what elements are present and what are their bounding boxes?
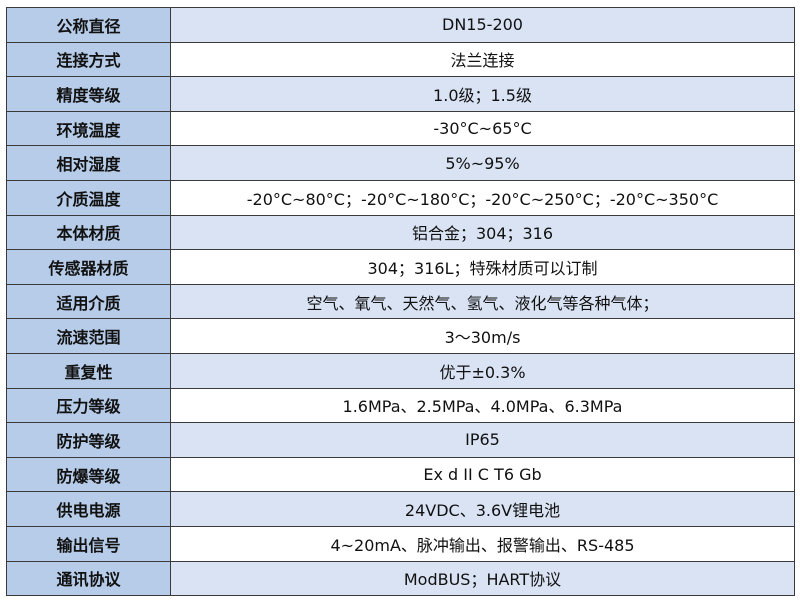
spec-label: 本体材质 xyxy=(6,214,171,251)
spec-value: 4~20mA、脉冲输出、报警输出、RS-485 xyxy=(170,525,795,562)
spec-value: IP65 xyxy=(170,422,795,458)
table-row: 流速范围 3～30m/s xyxy=(6,318,795,354)
spec-value: 1.0级；1.5级 xyxy=(170,76,795,112)
table-row: 压力等级 1.6MPa、2.5MPa、4.0MPa、6.3MPa xyxy=(6,387,795,424)
spec-value: ModBUS；HART协议 xyxy=(170,560,795,597)
table-row: 通讯协议 ModBUS；HART协议 xyxy=(6,560,795,597)
spec-label: 精度等级 xyxy=(6,76,171,112)
spec-value: 304；316L；特殊材质可以订制 xyxy=(170,249,795,285)
spec-label: 重复性 xyxy=(6,352,171,389)
table-row: 本体材质 铝合金；304；316 xyxy=(6,214,795,251)
spec-label: 防爆等级 xyxy=(6,456,171,493)
spec-table: 公称直径 DN15-200 连接方式 法兰连接 精度等级 1.0级；1.5级 环境温度 -30… xyxy=(6,7,795,597)
spec-value: 优于±0.3% xyxy=(170,352,795,389)
table-row: 防爆等级 Ex d II C T6 Gb xyxy=(6,456,795,493)
spec-label: 公称直径 xyxy=(6,7,171,43)
table-row: 传感器材质 304；316L；特殊材质可以订制 xyxy=(6,249,795,285)
spec-value: 5%~95% xyxy=(170,145,795,181)
spec-label: 供电电源 xyxy=(6,491,171,527)
spec-label: 通讯协议 xyxy=(6,560,171,597)
table-row: 相对湿度 5%~95% xyxy=(6,145,795,181)
spec-value: 法兰连接 xyxy=(170,41,795,78)
spec-value: Ex d II C T6 Gb xyxy=(170,456,795,493)
table-row: 重复性 优于±0.3% xyxy=(6,352,795,389)
spec-value: 铝合金；304；316 xyxy=(170,214,795,251)
spec-value: -20°C~80°C；-20°C~180°C；-20°C~250°C；-20°C… xyxy=(170,179,795,216)
spec-value: DN15-200 xyxy=(170,7,795,43)
spec-label: 压力等级 xyxy=(6,387,171,424)
spec-label: 流速范围 xyxy=(6,318,171,354)
table-row: 输出信号 4~20mA、脉冲输出、报警输出、RS-485 xyxy=(6,525,795,562)
table-row: 供电电源 24VDC、3.6V锂电池 xyxy=(6,491,795,527)
table-row: 介质温度 -20°C~80°C；-20°C~180°C；-20°C~250°C；-… xyxy=(6,179,795,216)
spec-value: 1.6MPa、2.5MPa、4.0MPa、6.3MPa xyxy=(170,387,795,424)
table-row: 适用介质 空气、氧气、天然气、氢气、液化气等各种气体； xyxy=(6,283,795,320)
spec-value: -30°C~65°C xyxy=(170,110,795,147)
table-row: 公称直径 DN15-200 xyxy=(6,7,795,43)
spec-value: 24VDC、3.6V锂电池 xyxy=(170,491,795,527)
spec-label: 相对湿度 xyxy=(6,145,171,181)
spec-label: 环境温度 xyxy=(6,110,171,147)
spec-label: 防护等级 xyxy=(6,422,171,458)
spec-value: 3～30m/s xyxy=(170,318,795,354)
spec-label: 输出信号 xyxy=(6,525,171,562)
table-row: 防护等级 IP65 xyxy=(6,422,795,458)
spec-label: 介质温度 xyxy=(6,179,171,216)
spec-label: 适用介质 xyxy=(6,283,171,320)
table-row: 连接方式 法兰连接 xyxy=(6,41,795,78)
spec-value: 空气、氧气、天然气、氢气、液化气等各种气体； xyxy=(170,283,795,320)
spec-label: 连接方式 xyxy=(6,41,171,78)
spec-label: 传感器材质 xyxy=(6,249,171,285)
table-row: 精度等级 1.0级；1.5级 xyxy=(6,76,795,112)
table-row: 环境温度 -30°C~65°C xyxy=(6,110,795,147)
